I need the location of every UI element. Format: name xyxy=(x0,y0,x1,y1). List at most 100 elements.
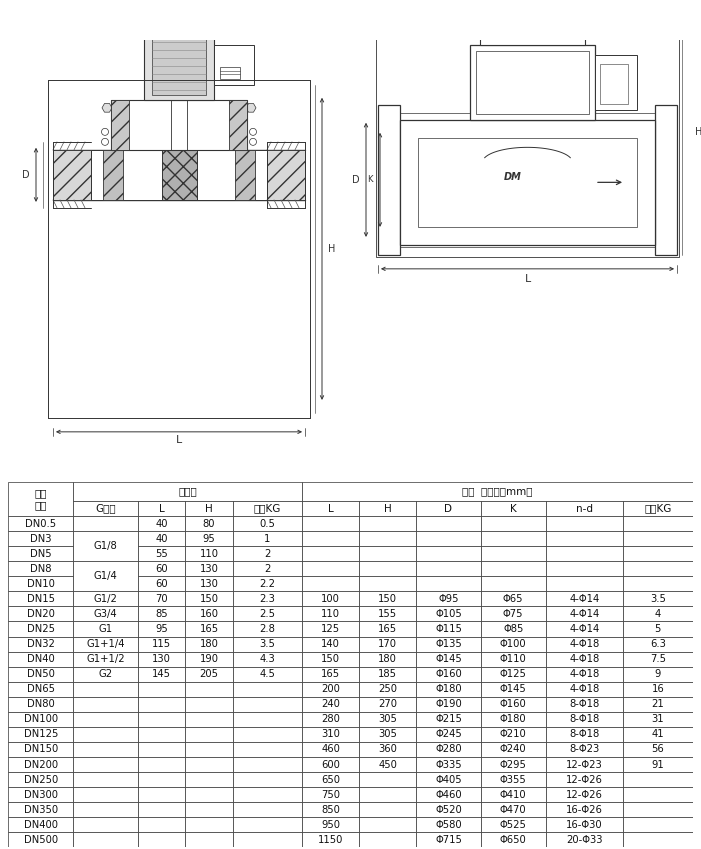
Bar xyxy=(233,727,302,742)
Bar xyxy=(470,45,595,120)
Bar xyxy=(376,7,679,257)
Text: G1+1/4: G1+1/4 xyxy=(86,639,125,649)
Bar xyxy=(545,832,623,847)
Bar xyxy=(416,592,481,606)
Text: 850: 850 xyxy=(321,805,340,815)
Text: 165: 165 xyxy=(378,624,397,634)
Bar xyxy=(545,818,623,832)
Bar xyxy=(138,531,185,546)
Bar xyxy=(73,787,138,802)
Text: 305: 305 xyxy=(379,714,397,724)
Text: DN125: DN125 xyxy=(24,729,58,739)
Bar xyxy=(545,531,623,546)
Bar xyxy=(73,482,302,501)
Bar xyxy=(545,651,623,666)
Bar xyxy=(233,697,302,711)
Bar xyxy=(53,149,91,200)
Text: 7.5: 7.5 xyxy=(650,654,666,664)
Text: 2.2: 2.2 xyxy=(259,579,275,589)
Text: 165: 165 xyxy=(321,669,340,679)
Text: 170: 170 xyxy=(378,639,397,649)
Text: Φ410: Φ410 xyxy=(500,790,526,800)
Bar xyxy=(73,711,138,727)
Bar xyxy=(220,67,240,79)
Bar xyxy=(144,30,214,100)
Text: 4-Φ18: 4-Φ18 xyxy=(569,639,599,649)
Bar xyxy=(302,516,359,531)
Bar xyxy=(545,561,623,576)
Bar xyxy=(233,637,302,651)
Bar xyxy=(233,606,302,621)
Bar xyxy=(138,682,185,697)
Bar xyxy=(138,561,185,576)
Bar xyxy=(8,832,73,847)
Bar xyxy=(185,531,233,546)
Text: D: D xyxy=(444,503,452,514)
Text: Φ355: Φ355 xyxy=(500,774,526,784)
Bar xyxy=(476,51,589,114)
Bar xyxy=(623,637,693,651)
Bar xyxy=(233,666,302,682)
Text: 70: 70 xyxy=(156,594,168,604)
Bar xyxy=(359,516,416,531)
Text: 100: 100 xyxy=(321,594,340,604)
Bar xyxy=(267,149,305,200)
Bar xyxy=(73,802,138,818)
Bar xyxy=(359,787,416,802)
Bar xyxy=(416,802,481,818)
Text: 270: 270 xyxy=(378,700,397,709)
Bar xyxy=(233,621,302,637)
Bar xyxy=(302,682,359,697)
Bar xyxy=(481,606,545,621)
Bar xyxy=(359,666,416,682)
Text: Φ335: Φ335 xyxy=(435,760,462,769)
Text: 重量KG: 重量KG xyxy=(254,503,281,514)
Text: K: K xyxy=(367,176,373,184)
Text: 180: 180 xyxy=(379,654,397,664)
Bar xyxy=(233,787,302,802)
Circle shape xyxy=(576,114,584,122)
Bar xyxy=(233,757,302,772)
Text: 12-Φ23: 12-Φ23 xyxy=(566,760,603,769)
Bar xyxy=(138,592,185,606)
Text: 4-Φ14: 4-Φ14 xyxy=(569,609,599,619)
Bar xyxy=(138,516,185,531)
Text: 56: 56 xyxy=(651,745,665,755)
Text: 公称: 公称 xyxy=(34,488,47,498)
Text: 110: 110 xyxy=(200,548,219,559)
Text: 650: 650 xyxy=(321,774,340,784)
Bar xyxy=(233,818,302,832)
Bar xyxy=(481,637,545,651)
Bar xyxy=(359,772,416,787)
Bar xyxy=(359,711,416,727)
Bar xyxy=(623,531,693,546)
Bar xyxy=(73,592,138,606)
Text: 160: 160 xyxy=(200,609,219,619)
Text: K: K xyxy=(510,503,517,514)
Bar xyxy=(359,832,416,847)
Bar xyxy=(545,546,623,561)
Bar xyxy=(138,818,185,832)
Bar xyxy=(416,531,481,546)
Text: 950: 950 xyxy=(321,820,340,829)
Bar xyxy=(545,501,623,516)
Text: 95: 95 xyxy=(203,534,215,543)
Bar xyxy=(185,818,233,832)
Bar xyxy=(359,742,416,757)
Bar xyxy=(359,727,416,742)
Bar xyxy=(185,592,233,606)
Text: Φ110: Φ110 xyxy=(500,654,526,664)
Bar xyxy=(623,651,693,666)
Text: 60: 60 xyxy=(156,579,168,589)
Bar xyxy=(185,501,233,516)
Text: Φ160: Φ160 xyxy=(435,669,462,679)
Bar xyxy=(481,697,545,711)
Text: 750: 750 xyxy=(321,790,340,800)
Text: 55: 55 xyxy=(156,548,168,559)
Bar xyxy=(233,546,302,561)
Bar xyxy=(359,802,416,818)
Bar xyxy=(8,818,73,832)
Bar xyxy=(416,832,481,847)
Bar xyxy=(8,651,73,666)
Bar xyxy=(185,697,233,711)
